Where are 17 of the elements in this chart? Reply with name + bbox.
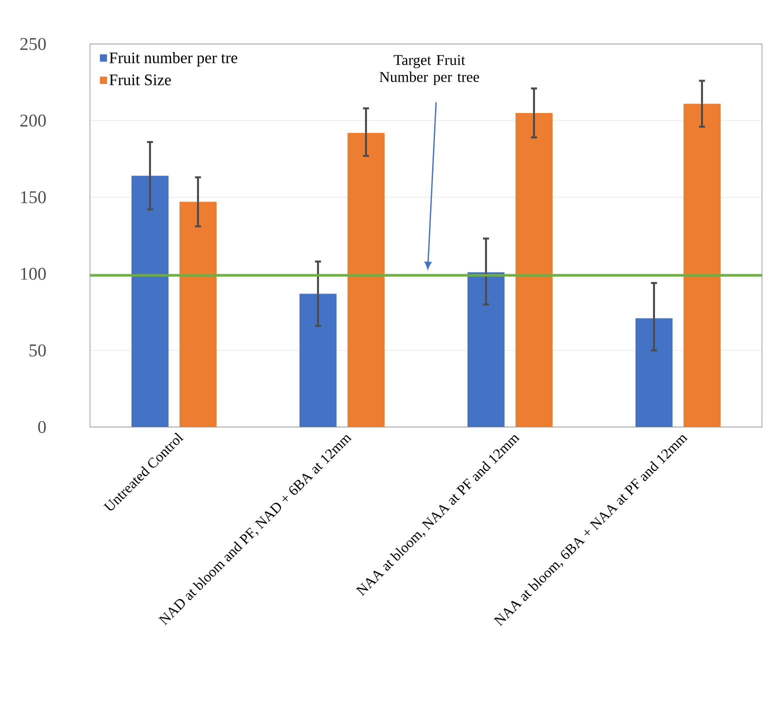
bar: [132, 176, 168, 427]
bar: [300, 294, 337, 427]
bar: [468, 272, 505, 427]
y-tick-label: 100: [21, 268, 46, 280]
y-tick-label: 200: [20, 114, 46, 127]
y-tick-label: 250: [20, 38, 46, 50]
bar: [348, 132, 385, 427]
legend-label: Fruit Size: [109, 74, 171, 86]
y-tick-label: 0: [38, 420, 46, 434]
y-tick-label: 150: [21, 191, 46, 204]
bar: [516, 112, 553, 427]
bar: [636, 318, 673, 427]
annotation: Target Fruit Number per tree: [380, 55, 480, 86]
bar: [180, 202, 216, 427]
bar: [684, 104, 721, 427]
legend-label: Fruit number per tre: [109, 52, 238, 66]
y-tick-label: 50: [30, 344, 46, 356]
